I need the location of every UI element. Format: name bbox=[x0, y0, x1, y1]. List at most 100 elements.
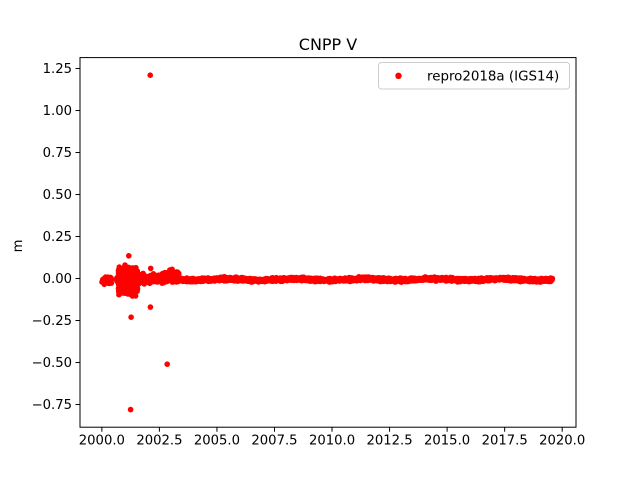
x-tick-label: 2000.0 bbox=[79, 434, 125, 449]
data-point bbox=[153, 274, 160, 281]
axes-frame bbox=[79, 57, 577, 428]
data-point bbox=[520, 276, 527, 283]
data-point bbox=[319, 276, 326, 283]
data-point bbox=[121, 270, 128, 277]
data-point bbox=[469, 277, 476, 284]
data-point bbox=[122, 280, 129, 286]
data-point bbox=[106, 277, 112, 284]
x-tick-label: 2010.0 bbox=[309, 434, 355, 449]
data-point bbox=[514, 276, 520, 283]
data-point bbox=[134, 275, 141, 282]
data-point bbox=[378, 277, 385, 283]
data-point bbox=[293, 274, 300, 281]
data-point bbox=[234, 277, 240, 283]
data-point bbox=[161, 276, 168, 282]
x-tick-label: 2020.0 bbox=[539, 434, 585, 449]
y-tick-label: 1.00 bbox=[43, 104, 72, 119]
data-point bbox=[242, 277, 248, 284]
data-point bbox=[486, 277, 493, 283]
x-tick-label: 2002.5 bbox=[136, 434, 182, 449]
data-point bbox=[116, 288, 122, 294]
data-point bbox=[127, 406, 134, 413]
data-point bbox=[430, 276, 437, 283]
data-point bbox=[117, 274, 124, 280]
y-tick-label: 0.50 bbox=[43, 188, 72, 203]
data-point bbox=[334, 277, 340, 284]
legend-entry-label: repro2018a (IGS14) bbox=[427, 69, 559, 84]
data-point bbox=[508, 276, 514, 282]
data-point bbox=[131, 266, 137, 272]
y-tick-label: 0.75 bbox=[43, 146, 72, 161]
data-point bbox=[147, 278, 154, 284]
data-point bbox=[541, 277, 548, 283]
data-point bbox=[547, 275, 553, 282]
data-point bbox=[100, 278, 106, 285]
data-point bbox=[273, 277, 280, 283]
data-point bbox=[461, 276, 468, 283]
data-point bbox=[478, 278, 485, 284]
data-point bbox=[205, 276, 211, 283]
legend-marker-dot-icon bbox=[395, 72, 402, 80]
x-tick-label: 2015.0 bbox=[424, 434, 470, 449]
data-point bbox=[497, 275, 503, 282]
data-point bbox=[352, 276, 358, 283]
legend: repro2018a (IGS14) bbox=[378, 62, 570, 90]
data-point bbox=[409, 275, 415, 281]
data-point bbox=[530, 277, 536, 284]
data-point bbox=[126, 253, 132, 259]
data-point bbox=[147, 72, 153, 78]
data-point bbox=[177, 276, 183, 283]
y-axis-ticks: 1.25 1.00 0.75 0.50 0.25 0.00 −0.25 −0.50 −0.75 bbox=[32, 62, 80, 413]
data-point bbox=[134, 286, 140, 293]
data-point bbox=[211, 275, 218, 282]
data-point bbox=[402, 277, 408, 284]
data-point bbox=[102, 274, 109, 280]
y-tick-label: −0.50 bbox=[32, 356, 72, 371]
scatter-series bbox=[99, 72, 556, 413]
y-axis-label: m bbox=[11, 240, 26, 253]
data-point bbox=[129, 290, 135, 297]
y-tick-label: 1.25 bbox=[43, 62, 72, 77]
x-tick-label: 2007.5 bbox=[251, 434, 297, 449]
y-tick-label: −0.75 bbox=[32, 398, 72, 413]
data-point bbox=[186, 276, 192, 283]
data-point bbox=[147, 304, 154, 310]
data-point bbox=[159, 280, 165, 287]
y-tick-label: 0.00 bbox=[43, 272, 72, 287]
data-point bbox=[310, 277, 317, 283]
data-point bbox=[281, 276, 288, 282]
data-point bbox=[129, 284, 135, 291]
data-point bbox=[364, 275, 371, 282]
data-point bbox=[128, 314, 134, 321]
data-point bbox=[425, 275, 432, 282]
y-tick-label: 0.25 bbox=[43, 230, 72, 245]
data-point bbox=[263, 275, 269, 282]
data-point bbox=[147, 265, 154, 272]
data-point bbox=[127, 272, 134, 279]
data-point bbox=[357, 275, 363, 282]
data-point bbox=[191, 276, 197, 283]
data-point bbox=[454, 277, 460, 284]
data-point bbox=[374, 276, 381, 282]
data-point bbox=[437, 276, 444, 282]
data-point bbox=[150, 271, 157, 277]
data-point bbox=[115, 267, 122, 273]
data-point bbox=[169, 266, 175, 273]
data-point bbox=[344, 277, 350, 283]
data-point bbox=[226, 276, 232, 283]
x-tick-label: 2005.0 bbox=[194, 434, 240, 449]
x-axis-ticks: 2000.0 2002.5 2005.0 2007.5 2010.0 2012.5 2015… bbox=[79, 427, 585, 449]
data-point bbox=[394, 277, 400, 283]
data-point bbox=[305, 277, 311, 284]
legend-box bbox=[378, 62, 570, 90]
data-point bbox=[368, 275, 375, 282]
plot-title: CNPP V bbox=[299, 35, 358, 54]
data-point bbox=[164, 361, 170, 368]
data-point bbox=[326, 278, 333, 284]
y-tick-label: −0.25 bbox=[32, 314, 72, 329]
data-point bbox=[256, 278, 263, 285]
x-tick-label: 2017.5 bbox=[482, 434, 528, 449]
x-tick-label: 2012.5 bbox=[366, 434, 412, 449]
